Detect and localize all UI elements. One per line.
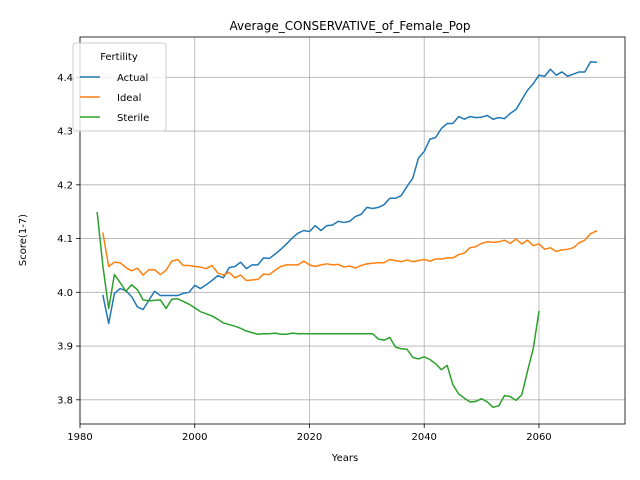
x-tick-label: 1980	[67, 432, 92, 443]
series-line-actual	[102, 60, 598, 325]
legend-title: Fertility	[100, 52, 138, 63]
y-tick-label: 3.8	[57, 395, 73, 406]
y-axis-label: Score(1-7)	[18, 214, 29, 266]
legend-label-ideal: Ideal	[117, 93, 141, 104]
series-lines	[96, 60, 598, 409]
x-tick-label: 2060	[526, 432, 551, 443]
x-tick-label: 2020	[297, 432, 322, 443]
chart-title: Average_CONSERVATIVE_of_Female_Pop	[229, 19, 470, 33]
y-tick-label: 4.2	[57, 180, 73, 191]
y-tick-label: 3.9	[57, 342, 73, 353]
legend-box	[72, 42, 167, 132]
y-axis: 3.8 3.9 4.0 4.1 4.2 4.3 4.4	[57, 73, 80, 406]
y-tick-label: 4.0	[57, 288, 73, 299]
x-axis: 1980 2000 2020 2040 2060	[67, 424, 552, 443]
legend-items: Actual Ideal Sterile	[80, 73, 149, 124]
legend: Fertility Actual Ideal Sterile	[72, 42, 167, 132]
y-tick-label: 4.3	[57, 127, 73, 138]
y-tick-label: 4.4	[57, 73, 73, 84]
x-tick-label: 2000	[182, 432, 207, 443]
x-axis-label: Years	[331, 453, 358, 464]
series-line-ideal	[102, 230, 598, 282]
legend-label-sterile: Sterile	[117, 113, 149, 124]
y-tick-label: 4.1	[57, 234, 73, 245]
series-line-sterile	[96, 211, 540, 409]
x-tick-label: 2040	[411, 432, 436, 443]
legend-label-actual: Actual	[117, 73, 148, 84]
plot-frame	[79, 36, 626, 425]
